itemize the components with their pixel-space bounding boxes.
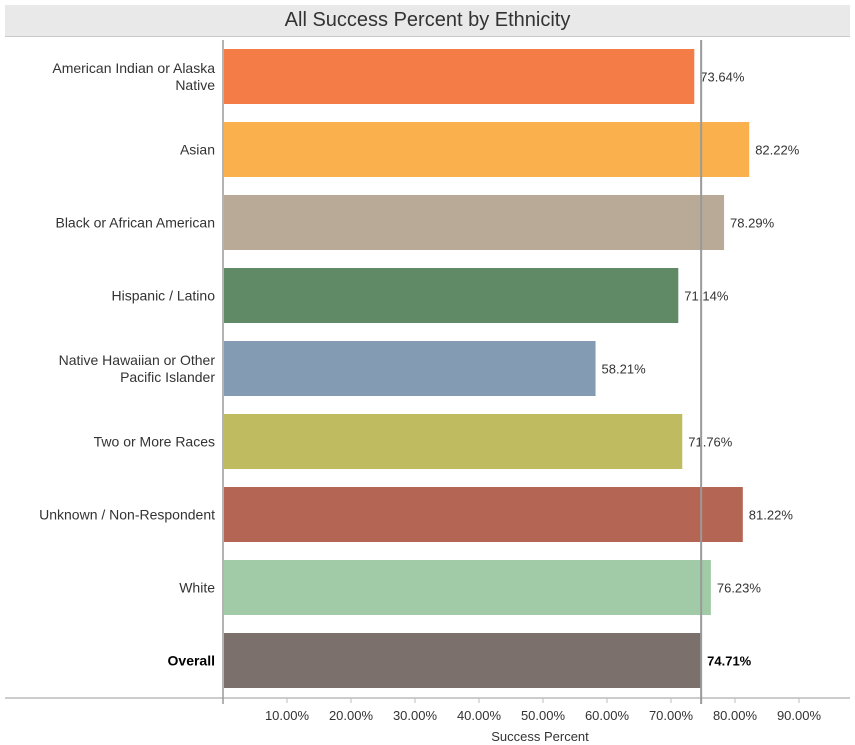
bar-unknown-non-respondent <box>224 487 743 542</box>
bar-two-or-more-races <box>224 414 683 469</box>
bar-black-or-african-american <box>224 195 725 250</box>
value-label-native-hawaiian-or-other-pacific-islander: 58.21% <box>602 362 647 377</box>
bar-white <box>224 560 711 615</box>
x-tick-label: 50.00% <box>521 708 566 723</box>
category-label-two-or-more-races: Two or More Races <box>94 434 215 450</box>
x-tick-label: 90.00% <box>777 708 822 723</box>
x-tick-label: 40.00% <box>457 708 502 723</box>
value-label-black-or-african-american: 78.29% <box>730 216 775 231</box>
bar-asian <box>224 122 750 177</box>
value-label-asian: 82.22% <box>755 143 800 158</box>
category-label-black-or-african-american: Black or African American <box>55 215 215 231</box>
x-tick-label: 80.00% <box>713 708 758 723</box>
bar-overall <box>224 633 702 688</box>
category-label-unknown-non-respondent: Unknown / Non-Respondent <box>39 507 215 523</box>
bar-hispanic-latino <box>224 268 679 323</box>
x-tick-label: 10.00% <box>265 708 310 723</box>
value-label-two-or-more-races: 71.76% <box>688 435 733 450</box>
value-label-hispanic-latino: 71.14% <box>684 289 729 304</box>
category-label-white: White <box>179 580 215 596</box>
value-label-american-indian-or-alaska-native: 73.64% <box>700 70 745 85</box>
x-tick-label: 70.00% <box>649 708 694 723</box>
value-label-unknown-non-respondent: 81.22% <box>749 508 794 523</box>
bar-native-hawaiian-or-other-pacific-islander <box>224 341 596 396</box>
x-axis-title: Success Percent <box>491 729 589 744</box>
category-label-asian: Asian <box>180 142 215 158</box>
category-label-native-hawaiian-or-other-pacific-islander: Native Hawaiian or Other Pacific Islander <box>59 352 216 385</box>
x-tick-label: 20.00% <box>329 708 374 723</box>
chart-title: All Success Percent by Ethnicity <box>5 5 850 37</box>
value-label-overall: 74.71% <box>707 654 752 669</box>
category-label-hispanic-latino: Hispanic / Latino <box>111 288 215 304</box>
bar-american-indian-or-alaska-native <box>224 49 695 104</box>
x-tick-label: 30.00% <box>393 708 438 723</box>
x-tick-label: 60.00% <box>585 708 630 723</box>
category-label-american-indian-or-alaska-native: American Indian or Alaska Native <box>52 60 215 93</box>
value-label-white: 76.23% <box>717 581 762 596</box>
category-label-overall: Overall <box>168 653 215 669</box>
